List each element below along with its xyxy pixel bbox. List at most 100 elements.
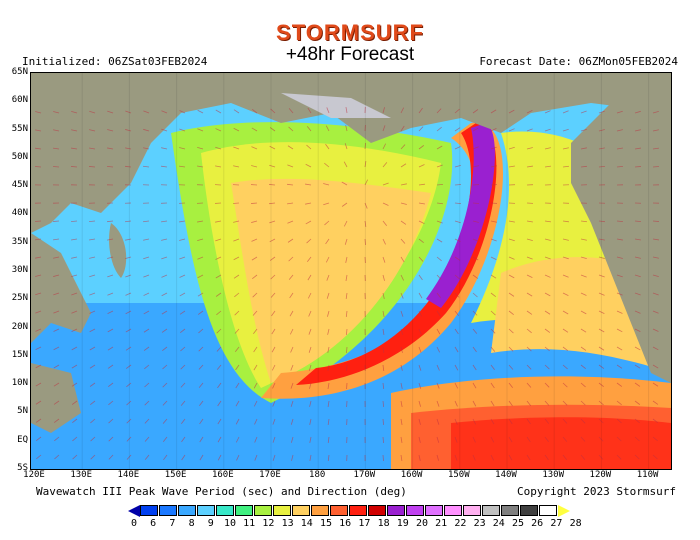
zone-14s (231, 178, 431, 383)
direction-arrow (89, 292, 96, 296)
lat-label: 20N (11, 321, 28, 332)
direction-arrow (598, 328, 605, 333)
direction-arrow (580, 418, 586, 424)
direction-arrow (289, 310, 294, 317)
direction-arrow (508, 400, 513, 407)
direction-arrow (508, 418, 513, 425)
direction-arrow (454, 418, 458, 425)
legend-tick: 6 (150, 518, 157, 529)
direction-arrow (217, 454, 222, 461)
legend-tick: 23 (473, 518, 486, 529)
direction-arrow (307, 274, 312, 281)
direction-arrow (472, 418, 477, 425)
direction-arrow (234, 310, 240, 316)
direction-arrow (233, 127, 240, 132)
direction-arrow (544, 364, 550, 370)
direction-arrow (652, 166, 660, 168)
direction-arrow (107, 346, 114, 351)
legend-swatch (292, 505, 310, 516)
south-swell-17s (451, 417, 671, 469)
direction-arrow (161, 274, 168, 278)
direction-arrow (53, 400, 60, 405)
direction-arrow (436, 436, 440, 443)
direction-arrow (271, 310, 276, 317)
direction-arrow (472, 400, 477, 407)
direction-arrow (454, 364, 459, 371)
direction-arrow (179, 292, 186, 297)
direction-arrow (309, 436, 312, 443)
direction-arrow (526, 328, 532, 334)
direction-arrow (179, 165, 186, 168)
direction-arrow (34, 220, 42, 222)
direction-arrow (235, 364, 240, 371)
direction-arrow (180, 346, 186, 352)
direction-arrow (634, 328, 641, 333)
direction-arrow (544, 256, 551, 260)
direction-arrow (508, 128, 515, 132)
direction-arrow (634, 147, 641, 150)
direction-arrow (344, 238, 348, 245)
legend-swatch (387, 505, 405, 516)
direction-arrow (88, 220, 96, 223)
direction-arrow (418, 454, 421, 461)
direction-arrow (72, 418, 78, 424)
direction-arrow (345, 328, 348, 336)
north-america (571, 103, 671, 383)
direction-arrow (526, 436, 531, 443)
direction-arrow (598, 364, 605, 369)
direction-arrow (325, 125, 330, 132)
direction-arrow (35, 310, 42, 314)
direction-arrow (436, 108, 442, 114)
direction-arrow (418, 238, 424, 244)
direction-arrow (236, 454, 240, 461)
direction-arrow (126, 382, 132, 388)
direction-arrow (382, 292, 385, 299)
direction-arrow (652, 382, 659, 387)
direction-arrow (345, 107, 348, 114)
direction-arrow (327, 418, 330, 425)
legend-tick: 14 (300, 518, 313, 529)
direction-arrow (125, 310, 132, 315)
direction-arrow (89, 256, 96, 259)
direction-arrow (508, 165, 515, 168)
direction-arrow (616, 129, 623, 132)
direction-arrow (634, 129, 641, 132)
lat-label: 10N (11, 378, 28, 389)
direction-arrow (400, 125, 405, 132)
direction-arrow (400, 183, 407, 186)
direction-arrow (472, 274, 479, 279)
direction-arrow (616, 418, 622, 424)
direction-arrow (253, 346, 258, 353)
direction-arrow (598, 436, 604, 442)
direction-arrow (125, 147, 132, 150)
direction-arrow (35, 418, 42, 423)
direction-arrow (598, 238, 605, 241)
direction-arrow (544, 310, 551, 315)
direction-arrow (269, 145, 276, 150)
direction-arrow (508, 454, 513, 461)
direction-arrow (70, 220, 78, 222)
direction-arrow (309, 454, 312, 461)
direction-arrow (616, 400, 622, 406)
legend-swatch (273, 505, 291, 516)
legend-tick: 20 (415, 518, 429, 529)
legend-swatch (539, 505, 557, 516)
direction-arrow (544, 382, 550, 388)
direction-arrow (436, 418, 440, 425)
direction-arrow (215, 238, 222, 242)
direction-arrow (308, 364, 312, 371)
direction-arrow (108, 436, 114, 442)
direction-arrow (544, 328, 551, 333)
direction-arrow (562, 128, 569, 132)
direction-arrow (215, 274, 222, 279)
direction-arrow (126, 400, 132, 406)
legend-tick: 24 (492, 518, 505, 529)
direction-arrow (308, 310, 312, 317)
direction-arrow (544, 147, 551, 150)
legend-tick: 11 (243, 518, 256, 529)
direction-arrow (454, 400, 458, 407)
direction-arrow (454, 346, 459, 353)
direction-arrow (271, 346, 276, 353)
direction-arrow (161, 256, 168, 260)
lon-label: 110W (636, 470, 659, 480)
